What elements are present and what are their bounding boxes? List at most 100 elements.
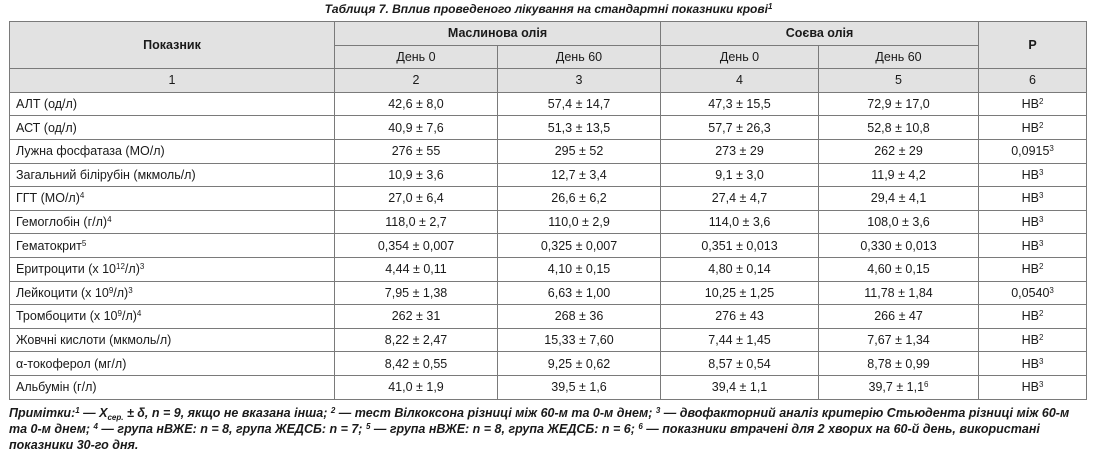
olive-day60-value: 110,0 ± 2,9 [496, 209, 662, 235]
p-value: НВ3 [978, 233, 1088, 258]
row-indicator: Тромбоцити (х 109/л)4 [9, 304, 335, 329]
p-text: 0,0540 [1011, 285, 1050, 300]
footnote-mark: 2 [1038, 120, 1044, 130]
soy-day60-value: 11,9 ± 4,2 [818, 162, 980, 188]
soy-day60-value: 266 ± 47 [818, 304, 980, 329]
soy-day60-value: 29,4 ± 4,1 [818, 186, 980, 211]
p-value: НВ2 [978, 256, 1088, 282]
olive-day0-value: 0,354 ± 0,007 [334, 233, 498, 258]
olive-day0-value: 4,44 ± 0,11 [334, 256, 498, 282]
header-soy-day60: День 60 [818, 44, 980, 70]
olive-day60-value: 26,6 ± 6,2 [496, 186, 662, 211]
footnote-mark: 3 [1038, 191, 1044, 201]
olive-day0-value: 8,22 ± 2,47 [334, 327, 498, 353]
row-indicator: Загальний білірубін (мкмоль/л) [9, 162, 335, 188]
footnote-mark: 4 [136, 309, 142, 319]
indicator-unit: /л) [124, 262, 140, 277]
note-text: ± δ, n = 9, якщо не вказана інша; [123, 406, 331, 420]
footnote-mark: 4 [93, 422, 98, 431]
indicator-name: АСТ (од/л) [16, 120, 77, 135]
indicator-name: Альбумін (г/л) [16, 380, 97, 395]
row-indicator: Лужна фосфатаза (МО/л) [9, 138, 335, 164]
indicator-name: Гематокрит [16, 238, 82, 253]
p-value: НВ2 [978, 115, 1088, 140]
olive-day60-value: 0,325 ± 0,007 [496, 233, 662, 258]
p-value: НВ2 [978, 304, 1088, 329]
footnote-mark: 3 [1038, 356, 1044, 366]
column-number: 2 [334, 68, 498, 93]
p-text: НВ [1021, 167, 1039, 182]
row-indicator: Альбумін (г/л) [9, 374, 335, 400]
note-text: — двофакторний аналіз критерію Стьюдента… [9, 406, 1070, 436]
header-p-value: Р [978, 20, 1088, 70]
column-number: 4 [660, 68, 820, 93]
soy-day60-value: 11,78 ± 1,84 [818, 280, 980, 306]
p-text: НВ [1021, 262, 1039, 277]
row-indicator: АЛТ (од/л) [9, 91, 335, 117]
header-olive-day0: День 0 [334, 44, 498, 70]
footnote-mark: 3 [1038, 238, 1044, 248]
footnote-mark: 4 [79, 191, 85, 201]
indicator-name: Жовчні кислоти (мкмоль/л) [16, 333, 172, 348]
row-indicator: α-токоферол (мг/л) [9, 351, 335, 376]
olive-day60-value: 4,10 ± 0,15 [496, 256, 662, 282]
soy-day60-value: 72,9 ± 17,0 [818, 91, 980, 117]
soy-day60-value: 7,67 ± 1,34 [818, 327, 980, 353]
value-text: 39,7 ± 1,1 [868, 380, 925, 395]
indicator-name: Тромбоцити (х 10 [16, 309, 118, 324]
note-text: — тест Вілкоксона різниці між 60-м та 0-… [335, 406, 656, 420]
row-indicator: АСТ (од/л) [9, 115, 335, 140]
footnote-mark: 5 [81, 238, 87, 248]
olive-day0-value: 10,9 ± 3,6 [334, 162, 498, 188]
p-text: НВ [1021, 215, 1039, 230]
p-text: НВ [1021, 309, 1039, 324]
exponent: 12 [116, 262, 125, 272]
soy-day60-value: 39,7 ± 1,16 [818, 374, 980, 400]
footnote-mark: 3 [139, 262, 145, 272]
footnote-mark: 2 [1038, 262, 1044, 272]
footnote-mark: 6 [924, 380, 929, 390]
table-row: АСТ (од/л) 40,9 ± 7,6 51,3 ± 13,5 57,7 ±… [9, 115, 1088, 140]
olive-day60-value: 6,63 ± 1,00 [496, 280, 662, 306]
note-text: — показники втрачені для 2 хворих на 60-… [9, 422, 1040, 452]
note-text: — група нВЖЕ: n = 8, група ЖЕДСБ: n = 7; [97, 422, 366, 436]
soy-day60-value: 0,330 ± 0,013 [818, 233, 980, 258]
olive-day60-value: 295 ± 52 [496, 138, 662, 164]
soy-day0-value: 7,44 ± 1,45 [660, 327, 820, 353]
table-row: Еритроцити (х 1012/л)3 4,44 ± 0,11 4,10 … [9, 256, 1088, 282]
row-indicator: Еритроцити (х 1012/л)3 [9, 256, 335, 282]
p-value: 0,09153 [978, 138, 1088, 164]
p-text: НВ [1021, 380, 1039, 395]
olive-day0-value: 40,9 ± 7,6 [334, 115, 498, 140]
soy-day60-value: 262 ± 29 [818, 138, 980, 164]
note-text: — X [79, 406, 108, 420]
olive-day60-value: 268 ± 36 [496, 304, 662, 329]
soy-day0-value: 47,3 ± 15,5 [660, 91, 820, 117]
soy-day60-value: 4,60 ± 0,15 [818, 256, 980, 282]
olive-day0-value: 27,0 ± 6,4 [334, 186, 498, 211]
table-row: α-токоферол (мг/л) 8,42 ± 0,55 9,25 ± 0,… [9, 351, 1088, 376]
soy-day0-value: 10,25 ± 1,25 [660, 280, 820, 306]
subscript: сер. [107, 413, 124, 422]
table-row: Гематокрит5 0,354 ± 0,007 0,325 ± 0,007 … [9, 233, 1088, 258]
header-olive-day60: День 60 [496, 44, 662, 70]
caption-footnote-mark: 1 [767, 2, 773, 11]
footnote-mark: 3 [1049, 144, 1054, 154]
soy-day0-value: 57,7 ± 26,3 [660, 115, 820, 140]
indicator-name: ГГТ (МО/л) [16, 191, 80, 206]
footnote-mark: 3 [1049, 285, 1054, 295]
p-value: НВ3 [978, 186, 1088, 211]
table-row: Жовчні кислоти (мкмоль/л) 8,22 ± 2,47 15… [9, 327, 1088, 353]
header-olive-oil: Маслинова олія [333, 21, 662, 46]
column-numbers-row: 1 2 3 4 5 6 [9, 68, 1088, 93]
p-value: НВ2 [978, 91, 1088, 117]
row-indicator: Гематокрит5 [9, 233, 335, 258]
p-value: НВ3 [978, 209, 1088, 235]
table-row: Загальний білірубін (мкмоль/л) 10,9 ± 3,… [9, 162, 1088, 188]
p-value: НВ3 [978, 374, 1088, 400]
p-text: НВ [1021, 356, 1039, 371]
footnote-mark: 3 [655, 406, 661, 415]
soy-day0-value: 114,0 ± 3,6 [660, 209, 820, 235]
indicator-unit: /л) [113, 285, 129, 300]
